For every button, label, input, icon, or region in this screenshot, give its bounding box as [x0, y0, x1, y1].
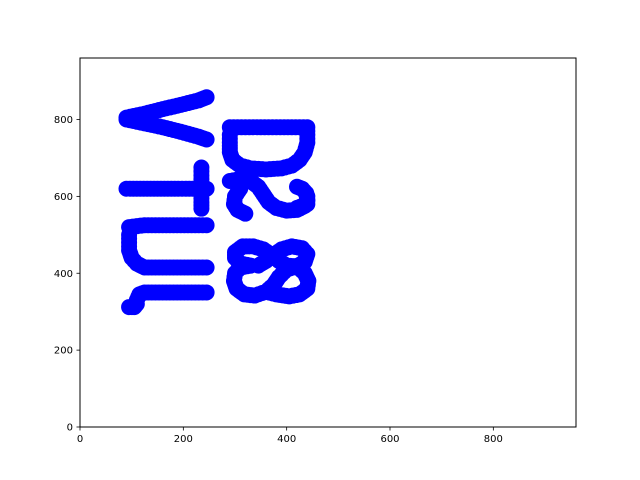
- y-axis: 0 200 400 600 800: [54, 115, 80, 434]
- data-point: [198, 217, 215, 234]
- y-tick-label: 200: [54, 346, 73, 357]
- y-tick-label: 800: [54, 115, 73, 126]
- y-tick-label: 0: [67, 423, 73, 434]
- data-point: [198, 259, 215, 276]
- x-tick-label: 0: [77, 434, 83, 445]
- x-tick-label: 200: [174, 434, 193, 445]
- y-tick-label: 600: [54, 192, 73, 203]
- x-tick-label: 800: [484, 434, 503, 445]
- plot-area: [79, 57, 577, 428]
- x-tick-label: 400: [277, 434, 296, 445]
- data-point: [237, 205, 254, 222]
- x-axis: 0 200 400 600 800: [77, 427, 503, 445]
- data-points: [118, 89, 317, 316]
- data-point: [221, 126, 238, 143]
- y-tick-label: 400: [54, 269, 73, 280]
- x-tick-label: 600: [380, 434, 399, 445]
- data-point: [198, 89, 215, 106]
- data-point: [289, 258, 305, 275]
- axes-frame: [79, 57, 577, 428]
- data-point: [289, 178, 305, 195]
- data-point: [193, 200, 210, 217]
- data-point: [198, 131, 215, 148]
- data-point: [299, 188, 316, 205]
- data-point: [198, 284, 215, 301]
